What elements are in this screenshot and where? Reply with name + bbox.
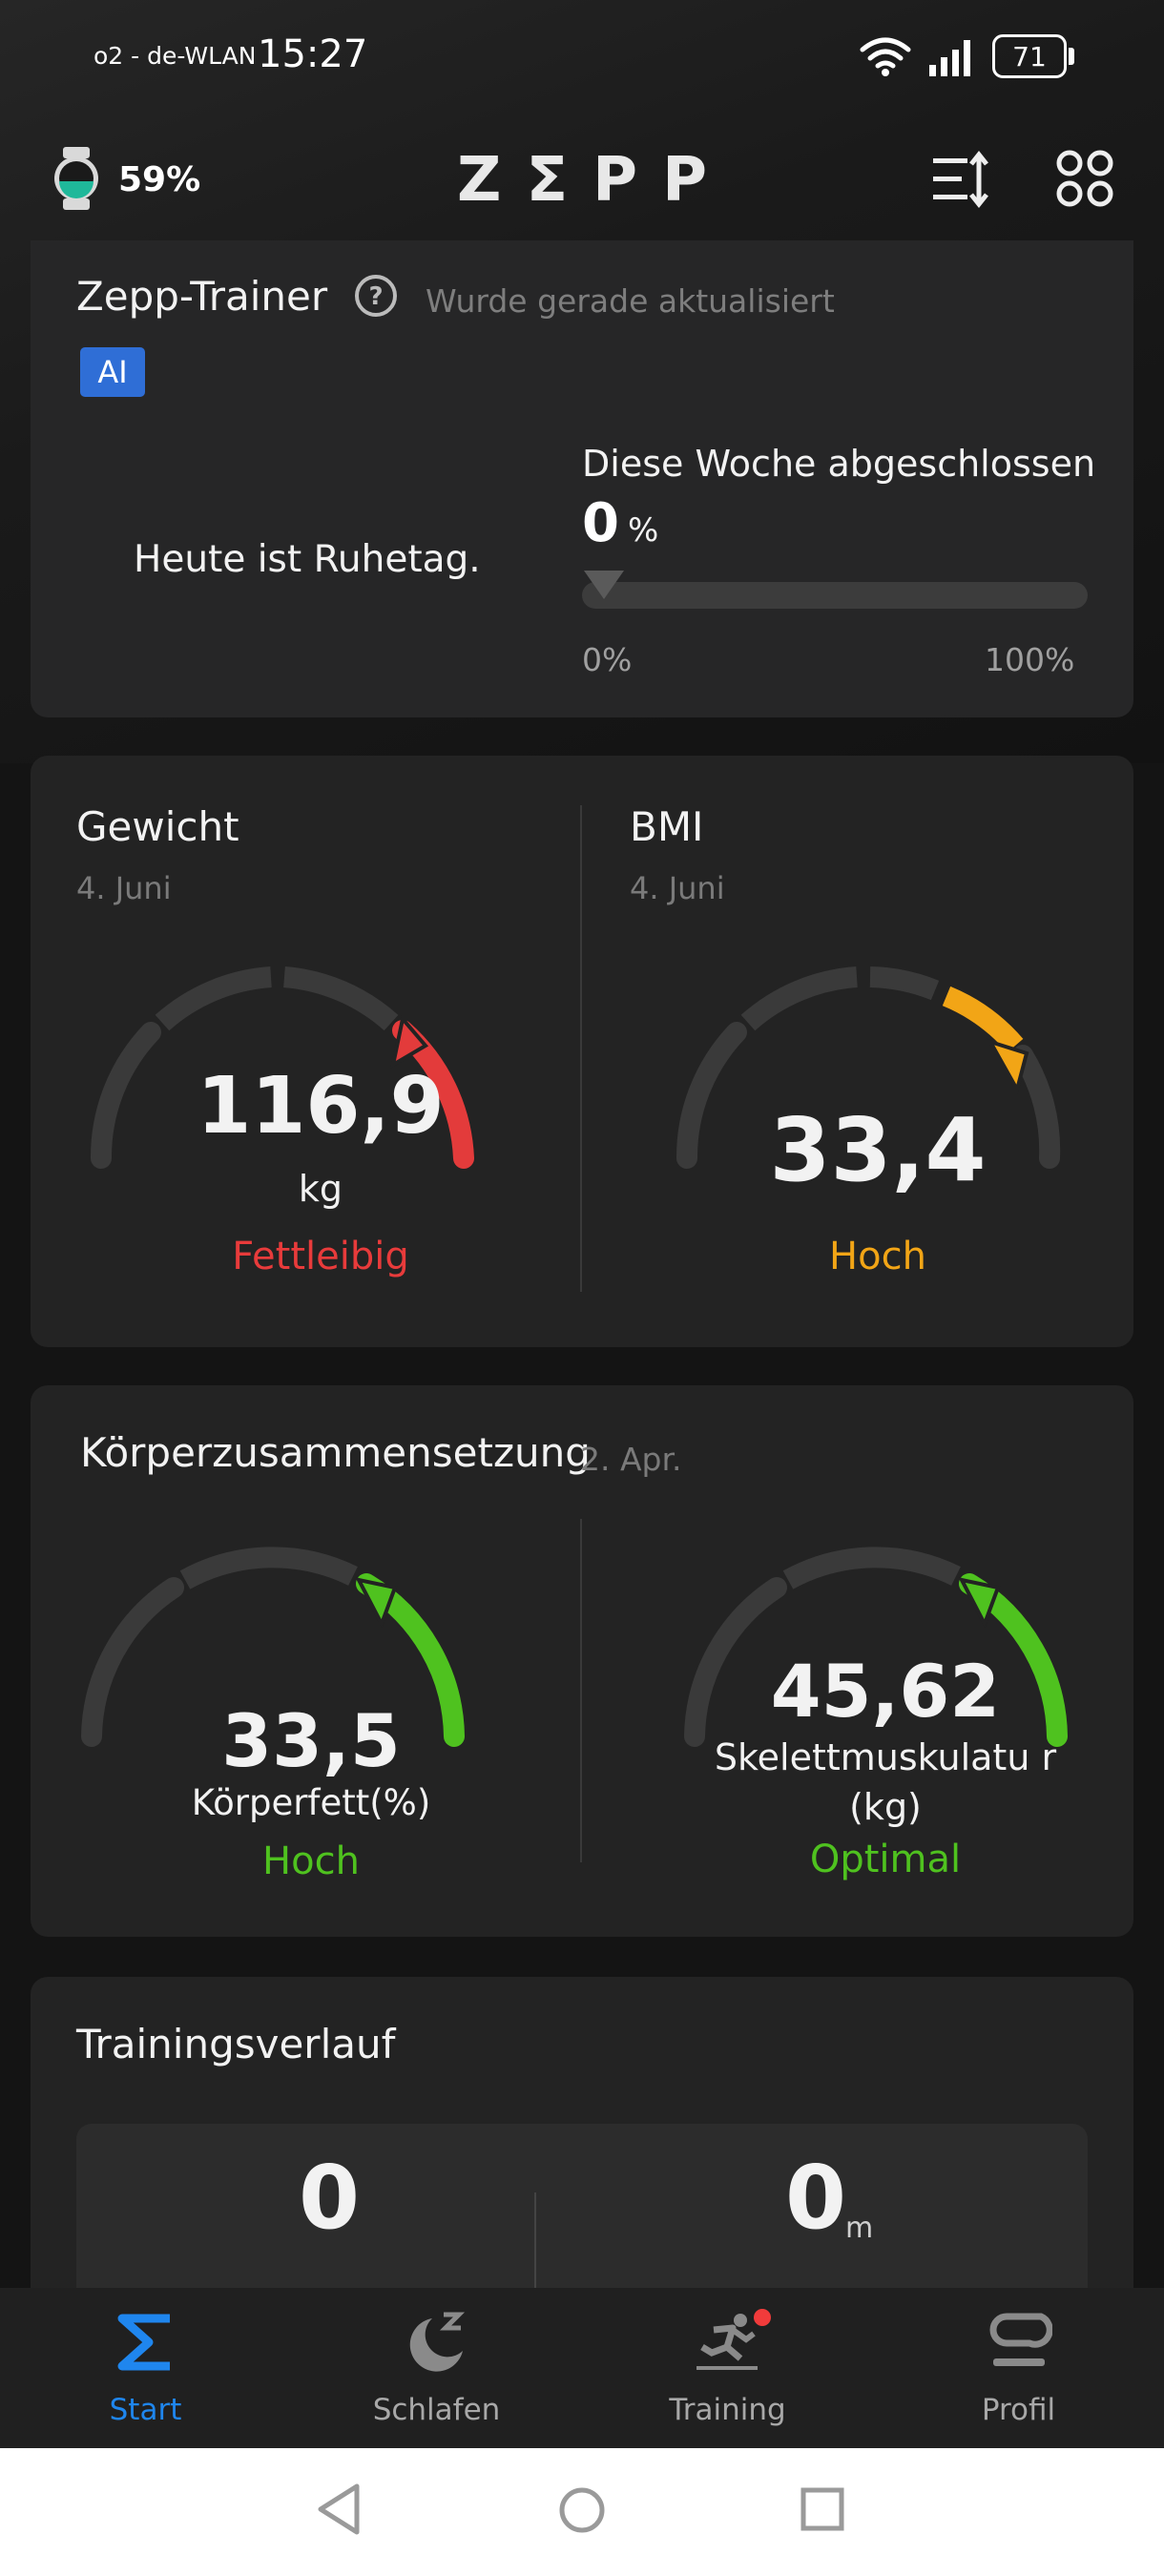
tab-label: Start	[109, 2393, 182, 2427]
bmi-status: Hoch	[829, 1235, 926, 1278]
body-composition-card[interactable]: Körperzusammensetzung 2. Apr. 33,5 Körpe…	[31, 1385, 1133, 1937]
moon-sleep-icon	[409, 2312, 466, 2372]
weight-gauge	[90, 966, 474, 1169]
body-composition-date: 2. Apr.	[580, 1441, 682, 1478]
bmi-date: 4. Juni	[630, 870, 725, 906]
weight-date: 4. Juni	[76, 870, 172, 906]
body-fat-label: Körperfett(%)	[191, 1782, 431, 1823]
help-icon[interactable]: ?	[353, 273, 399, 319]
week-progress-bar	[582, 582, 1088, 609]
watch-battery-label: 59%	[118, 160, 201, 199]
body-composition-title: Körperzusammensetzung	[80, 1429, 591, 1476]
training-value-2: 0	[784, 2147, 846, 2249]
app-header: 59% ZΣPP	[0, 124, 1164, 239]
weight-value: 116,9	[197, 1061, 445, 1152]
week-progress-unit: %	[628, 511, 659, 550]
sigma-icon	[117, 2314, 170, 2371]
profile-icon	[989, 2313, 1052, 2366]
divider	[580, 805, 582, 1292]
notification-dot	[754, 2309, 771, 2326]
watch-icon[interactable]	[52, 145, 101, 212]
tab-training[interactable]: Training	[582, 2288, 873, 2448]
wifi-icon	[860, 37, 911, 76]
scale-max-label: 100%	[985, 641, 1075, 678]
apps-grid-icon[interactable]	[1055, 149, 1114, 208]
week-progress-value: 0	[582, 492, 619, 554]
svg-text:?: ?	[368, 282, 383, 311]
system-nav-bar	[0, 2448, 1164, 2576]
rest-day-message: Heute ist Ruhetag.	[134, 538, 481, 581]
tab-sleep[interactable]: Schlafen	[291, 2288, 582, 2448]
skeletal-muscle-value: 45,62	[770, 1649, 1001, 1734]
bmi-gauge	[676, 966, 1061, 1169]
weight-status: Fettleibig	[232, 1235, 409, 1278]
ai-badge: AI	[80, 347, 145, 397]
training-history-title: Trainingsverlauf	[76, 2021, 396, 2067]
scale-min-label: 0%	[582, 641, 633, 678]
battery-indicator: 71	[992, 34, 1074, 78]
training-value-1: 0	[298, 2147, 360, 2249]
recent-apps-icon[interactable]	[800, 2486, 845, 2532]
bmi-value: 33,4	[769, 1099, 987, 1201]
battery-level: 71	[992, 34, 1067, 78]
carrier-label: o2 - de-WLAN	[94, 42, 257, 70]
tab-profile[interactable]: Profil	[873, 2288, 1164, 2448]
training-unit-2: m	[845, 2212, 874, 2245]
trainer-updated-label: Wurde gerade aktualisiert	[426, 282, 835, 320]
weight-unit: kg	[298, 1168, 343, 1210]
divider	[534, 2192, 536, 2288]
week-progress-label: Diese Woche abgeschlossen	[582, 443, 1096, 485]
tab-start[interactable]: Start	[0, 2288, 291, 2448]
tab-label: Schlafen	[372, 2393, 501, 2427]
tab-label: Profil	[981, 2393, 1056, 2427]
tab-label: Training	[669, 2393, 786, 2427]
progress-marker-icon	[584, 571, 624, 599]
home-icon[interactable]	[558, 2486, 606, 2534]
trainer-title: Zepp-Trainer	[76, 273, 328, 320]
body-fat-gauge	[81, 1547, 465, 1747]
back-icon[interactable]	[315, 2483, 363, 2536]
training-history-card[interactable]: Trainingsverlauf	[31, 1977, 1133, 2334]
signal-icon	[929, 40, 970, 76]
brand-logo: ZΣPP	[457, 145, 732, 216]
weight-bmi-card[interactable]: Gewicht 4. Juni BMI 4. Juni 116,9 kg Fet…	[31, 756, 1133, 1347]
sort-cards-icon[interactable]	[931, 151, 990, 208]
body-fat-value: 33,5	[221, 1698, 401, 1783]
trainer-card[interactable]: Zepp-Trainer ? Wurde gerade aktualisiert…	[31, 240, 1133, 717]
status-bar: o2 - de-WLAN 15:27 71	[0, 0, 1164, 114]
weight-title: Gewicht	[76, 803, 239, 850]
skeletal-muscle-status: Optimal	[809, 1838, 962, 1881]
skeletal-muscle-label: Skelettmuskulatu r (kg)	[714, 1736, 1057, 1828]
bmi-title: BMI	[630, 803, 704, 850]
status-clock: 15:27	[258, 32, 368, 76]
body-fat-status: Hoch	[262, 1839, 360, 1883]
bottom-tab-bar: Start Schlafen Training Profil	[0, 2288, 1164, 2448]
skeletal-muscle-gauge	[684, 1547, 1068, 1747]
running-icon	[696, 2314, 758, 2370]
divider	[580, 1519, 582, 1862]
